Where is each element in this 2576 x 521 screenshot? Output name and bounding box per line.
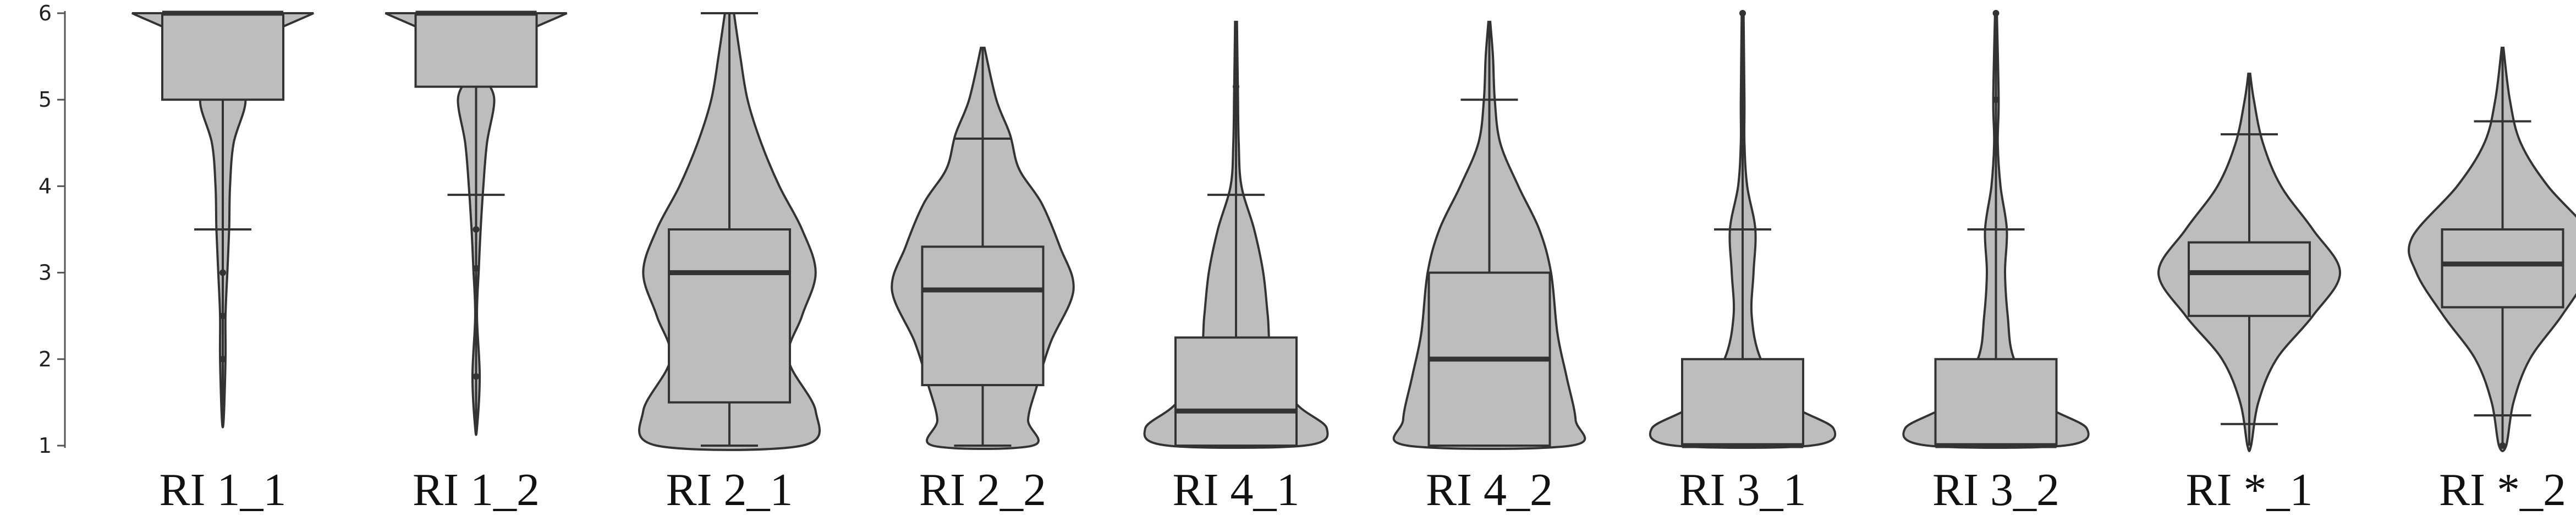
outlier-point	[2499, 442, 2506, 449]
y-tick-label: 2	[39, 347, 52, 371]
outlier-point	[473, 226, 480, 233]
iqr-box	[921, 245, 1045, 386]
outlier-point	[1233, 83, 1239, 90]
violin-group-8	[1902, 10, 2090, 449]
x-axis-labels: RI 1_1 RI 1_2 RI 2_1 RI 2_2 RI 4_1 RI 4_2 RI 3…	[160, 464, 2567, 515]
iqr-box	[2188, 241, 2311, 317]
iqr-box	[668, 228, 791, 404]
y-tick-label: 3	[39, 261, 52, 285]
violin-group-5	[1143, 20, 1329, 449]
x-tick-label: RI 3_1	[1679, 464, 1806, 515]
violin-group-3	[638, 12, 821, 451]
y-tick-label: 6	[39, 1, 52, 25]
x-tick-label: RI 2_2	[919, 464, 1046, 515]
iqr-box	[2441, 228, 2564, 309]
iqr-box	[1174, 336, 1298, 447]
plot-area	[131, 10, 2576, 452]
x-tick-label: RI *_2	[2439, 464, 2566, 515]
outlier-point	[473, 265, 480, 272]
violin-group-4	[891, 46, 1075, 450]
y-tick-label: 5	[39, 87, 52, 112]
outlier-point	[1992, 96, 2000, 103]
outlier-point	[1739, 10, 1746, 17]
outlier-point	[219, 269, 226, 276]
violin-group-9	[2157, 73, 2342, 452]
x-tick-label: RI 1_2	[413, 464, 540, 515]
violin-group-10	[2407, 46, 2576, 452]
iqr-box	[1681, 358, 1804, 447]
violin-group-7	[1649, 10, 1837, 449]
x-tick-label: RI 4_1	[1173, 464, 1300, 515]
violin-group-6	[1392, 20, 1586, 450]
iqr-box	[414, 12, 538, 88]
violin-group-2	[385, 10, 568, 436]
y-axis: 1 2 3 4 5 6	[39, 1, 66, 458]
x-tick-label: RI 3_2	[1932, 464, 2059, 515]
violin-group-1	[131, 10, 314, 429]
outlier-point	[219, 312, 226, 320]
outlier-point	[473, 373, 480, 380]
x-tick-label: RI 4_2	[1426, 464, 1553, 515]
y-tick-label: 1	[39, 434, 52, 458]
iqr-box	[1934, 358, 2058, 447]
x-tick-label: RI *_1	[2186, 464, 2313, 515]
outlier-point	[1992, 10, 2000, 17]
x-tick-label: RI 1_1	[160, 464, 287, 515]
y-tick-label: 4	[39, 174, 52, 198]
iqr-box	[161, 12, 284, 101]
x-tick-label: RI 2_1	[666, 464, 793, 515]
outlier-point	[219, 355, 226, 363]
